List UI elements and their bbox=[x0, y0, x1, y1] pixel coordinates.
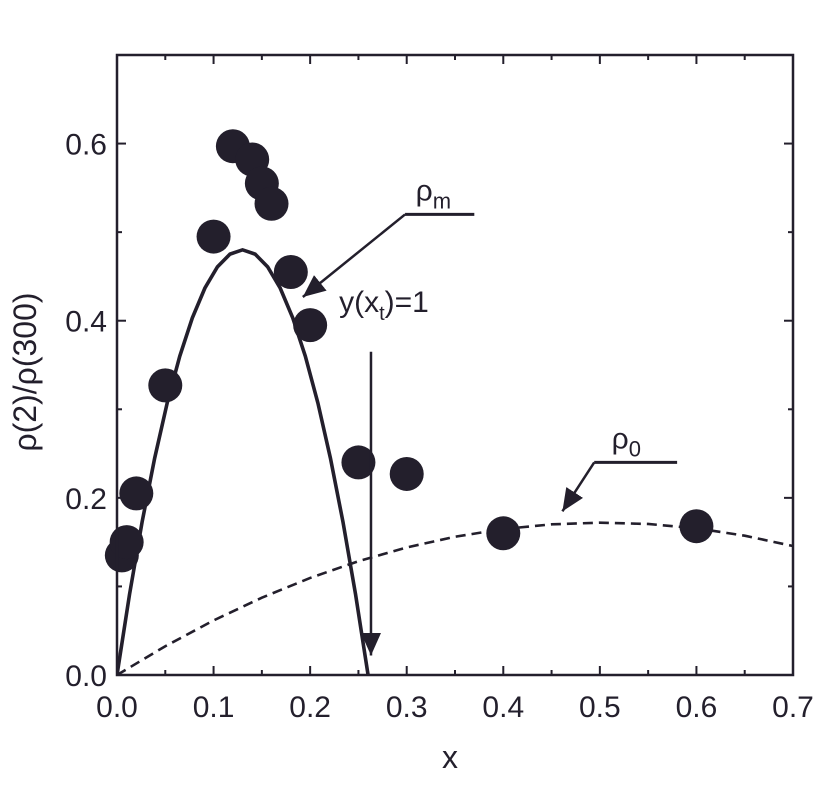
data-point bbox=[293, 308, 328, 343]
data-point bbox=[341, 445, 376, 480]
annotations: ρm ρ0 y(xt)=1 bbox=[302, 174, 678, 656]
y-axis-label: ρ(2)/ρ(300) bbox=[7, 292, 43, 451]
x-tick-label: 0.5 bbox=[579, 691, 621, 724]
data-points bbox=[104, 129, 714, 573]
y-tick-label: 0.2 bbox=[65, 483, 107, 516]
data-point bbox=[109, 525, 144, 560]
data-point bbox=[196, 219, 231, 254]
rho-0-label: ρ0 bbox=[612, 422, 641, 461]
x-axis-label: x bbox=[442, 739, 458, 775]
x-tick-label: 0.7 bbox=[772, 691, 814, 724]
x-tick-label: 0.3 bbox=[386, 691, 428, 724]
rho-0-curve bbox=[117, 521, 793, 675]
x-tick-label: 0.4 bbox=[482, 691, 524, 724]
y-xt-label: y(xt)=1 bbox=[339, 286, 429, 325]
data-point bbox=[273, 255, 308, 289]
x-tick-label: 0.6 bbox=[676, 691, 718, 724]
rho-m-arrow bbox=[302, 213, 406, 298]
rho-m-label: ρm bbox=[416, 174, 451, 213]
x-tick-label: 0.1 bbox=[193, 691, 235, 724]
data-point bbox=[119, 476, 154, 511]
curves bbox=[117, 247, 793, 675]
data-point bbox=[389, 456, 424, 491]
plot-frame bbox=[115, 53, 795, 677]
data-point bbox=[148, 368, 183, 403]
data-point bbox=[486, 516, 521, 551]
y-tick-label: 0.0 bbox=[65, 660, 107, 693]
y-tick-label: 0.4 bbox=[65, 306, 107, 339]
rho-0-arrow bbox=[561, 461, 596, 513]
axis-ticks: 0.0 0.1 0.2 0.3 0.4 0.5 0.6 0.7 0.0 0.2 0.4 0.6 bbox=[65, 55, 814, 724]
x-tick-label: 0.2 bbox=[289, 691, 331, 724]
data-point bbox=[254, 186, 289, 221]
y-tick-label: 0.6 bbox=[65, 129, 107, 162]
rho-m-curve bbox=[117, 247, 370, 675]
x-tick-label: 0.0 bbox=[96, 691, 138, 724]
data-point bbox=[679, 509, 714, 544]
